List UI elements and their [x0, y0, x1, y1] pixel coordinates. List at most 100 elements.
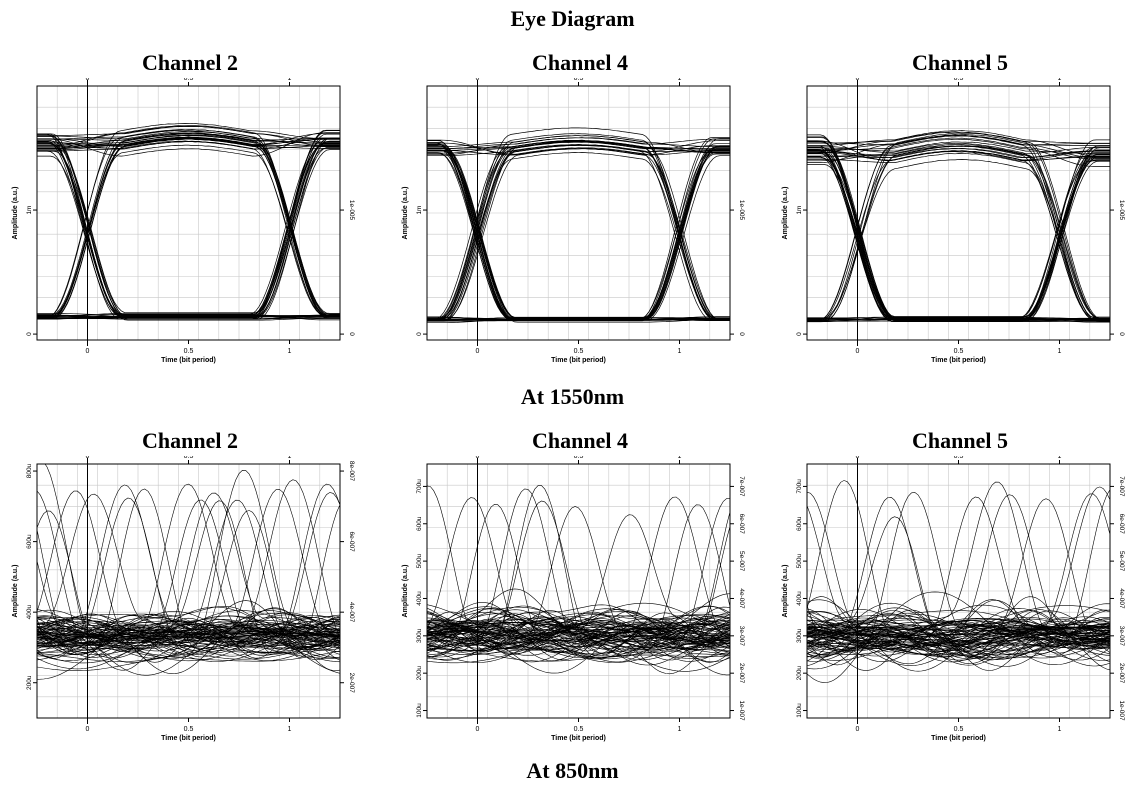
y-tick-label: 700u	[416, 479, 423, 494]
eye-trace	[427, 137, 730, 321]
figure-title: Eye Diagram	[510, 6, 635, 31]
eye-trace	[807, 145, 1110, 320]
noise-trace	[37, 621, 340, 655]
eye-diagram-plot: 0 0 0.5 0.5 1 1 100u 1e-007 200u 2e-007 300u 3e-007…	[402, 456, 745, 742]
eye-trace	[807, 148, 1110, 159]
eye-trace	[37, 133, 340, 319]
x-tick-label-top: 0.5	[574, 456, 584, 460]
eye-trace	[807, 156, 1110, 322]
noise-trace	[37, 617, 340, 649]
x-tick-label-top: 0.5	[184, 456, 194, 460]
x-tick-label-top: 1	[1058, 78, 1062, 82]
x-axis-label: Time (bit period)	[931, 735, 986, 742]
eye-trace	[807, 145, 1110, 322]
eye-trace	[807, 317, 1110, 321]
y-axis-label: Amplitude (a.u.)	[402, 187, 409, 240]
eye-trace	[37, 126, 340, 147]
noise-trace	[37, 606, 340, 674]
y-tick-label-right: 1e-005	[1118, 200, 1125, 221]
y-tick-label-right: 2e-007	[738, 663, 745, 684]
noise-trace	[807, 626, 1110, 651]
eye-trace	[807, 145, 1110, 322]
x-tick-label-top: 1	[288, 78, 292, 82]
y-tick-label: 400u	[416, 591, 423, 606]
eye-trace	[37, 137, 340, 146]
noise-trace	[427, 630, 730, 637]
x-tick-label-top: 0	[476, 456, 480, 460]
noise-trace	[807, 619, 1110, 642]
noise-trace	[807, 638, 1110, 657]
noise-trace	[807, 591, 1110, 670]
x-tick-label-top: 0.5	[574, 78, 584, 82]
y-tick-label-right: 0	[1118, 332, 1125, 336]
eye-trace	[427, 140, 730, 322]
x-tick-label: 0.5	[954, 726, 964, 733]
noise-trace	[807, 609, 1110, 656]
noise-trace	[807, 618, 1110, 637]
noise-trace	[37, 616, 340, 663]
eye-trace	[807, 150, 1110, 319]
eye-trace	[807, 145, 1110, 318]
eye-diagram-plot: 0 0 0.5 0.5 1 1 0 0 1m 1e-005 Time (bit period) Amp…	[782, 78, 1125, 364]
y-tick-label: 0	[26, 332, 33, 336]
noise-trace	[807, 496, 1110, 642]
eye-trace	[37, 149, 340, 319]
x-axis-label: Time (bit period)	[931, 357, 986, 364]
noise-trace	[37, 631, 340, 659]
eye-trace	[37, 313, 340, 321]
noise-trace	[427, 610, 730, 663]
x-tick-label-top: 1	[1058, 456, 1062, 460]
y-tick-label: 600u	[26, 534, 33, 549]
y-tick-label: 500u	[416, 554, 423, 569]
noise-trace	[807, 618, 1110, 661]
eye-trace	[427, 319, 730, 322]
noise-trace	[427, 615, 730, 644]
x-tick-label: 1	[678, 726, 682, 733]
y-tick-label: 200u	[26, 675, 33, 690]
y-axis-label: Amplitude (a.u.)	[402, 565, 409, 618]
eye-diagram-plot: 0 0 0.5 0.5 1 1 0 0 1m 1e-005 Time (bit period) Amp…	[402, 78, 745, 364]
x-tick-label: 0.5	[954, 348, 964, 355]
noise-trace	[427, 611, 730, 661]
eye-trace	[807, 146, 1110, 320]
x-tick-label-top: 1	[678, 456, 682, 460]
y-tick-label-right: 1e-007	[1118, 700, 1125, 721]
x-tick-label-top: 0	[86, 456, 90, 460]
eye-diagram-plot: 0 0 0.5 0.5 1 1 100u 1e-007 200u 2e-007 300u 3e-007…	[782, 456, 1125, 742]
y-tick-label: 0	[416, 332, 423, 336]
noise-trace	[37, 623, 340, 646]
eye-trace	[807, 152, 1110, 321]
y-tick-label-right: 1e-005	[348, 200, 355, 221]
eye-trace	[807, 142, 1110, 321]
x-tick-label: 0	[476, 348, 480, 355]
panel-title: Channel 5	[912, 50, 1008, 75]
eye-panel-1550-channel-2: Channel 2 0 0 0.5 0.5 1 1 0 0 1m 1e-005 Time (bit …	[5, 50, 375, 380]
eye-trace	[427, 140, 730, 320]
noise-trace	[807, 491, 1110, 630]
y-tick-label-right: 0	[348, 332, 355, 336]
traces	[37, 464, 340, 680]
traces	[427, 485, 730, 676]
y-tick-label: 1m	[796, 206, 803, 215]
eye-trace	[807, 138, 1110, 167]
eye-panel-1550-channel-4: Channel 4 0 0 0.5 0.5 1 1 0 0 1m 1e-005 Time (bit …	[395, 50, 765, 380]
eye-trace	[427, 140, 730, 151]
y-tick-label-right: 6e-007	[348, 531, 355, 552]
x-tick-label: 1	[288, 726, 292, 733]
eye-panel-1550-channel-5: Channel 5 0 0 0.5 0.5 1 1 0 0 1m 1e-005 Time (bit …	[775, 50, 1145, 380]
y-tick-label: 200u	[796, 666, 803, 681]
noise-trace	[807, 599, 1110, 683]
noise-trace	[807, 626, 1110, 653]
eye-trace	[37, 122, 340, 318]
y-tick-label: 800u	[26, 463, 33, 478]
x-tick-label-top: 1	[288, 456, 292, 460]
y-tick-label: 300u	[796, 628, 803, 643]
y-tick-label: 400u	[26, 605, 33, 620]
y-tick-label-right: 0	[738, 332, 745, 336]
y-tick-label: 100u	[416, 703, 423, 718]
x-tick-label: 0.5	[574, 348, 584, 355]
traces	[37, 122, 340, 321]
noise-trace	[37, 622, 340, 654]
y-tick-label-right: 7e-007	[1118, 476, 1125, 497]
x-tick-label: 1	[288, 348, 292, 355]
